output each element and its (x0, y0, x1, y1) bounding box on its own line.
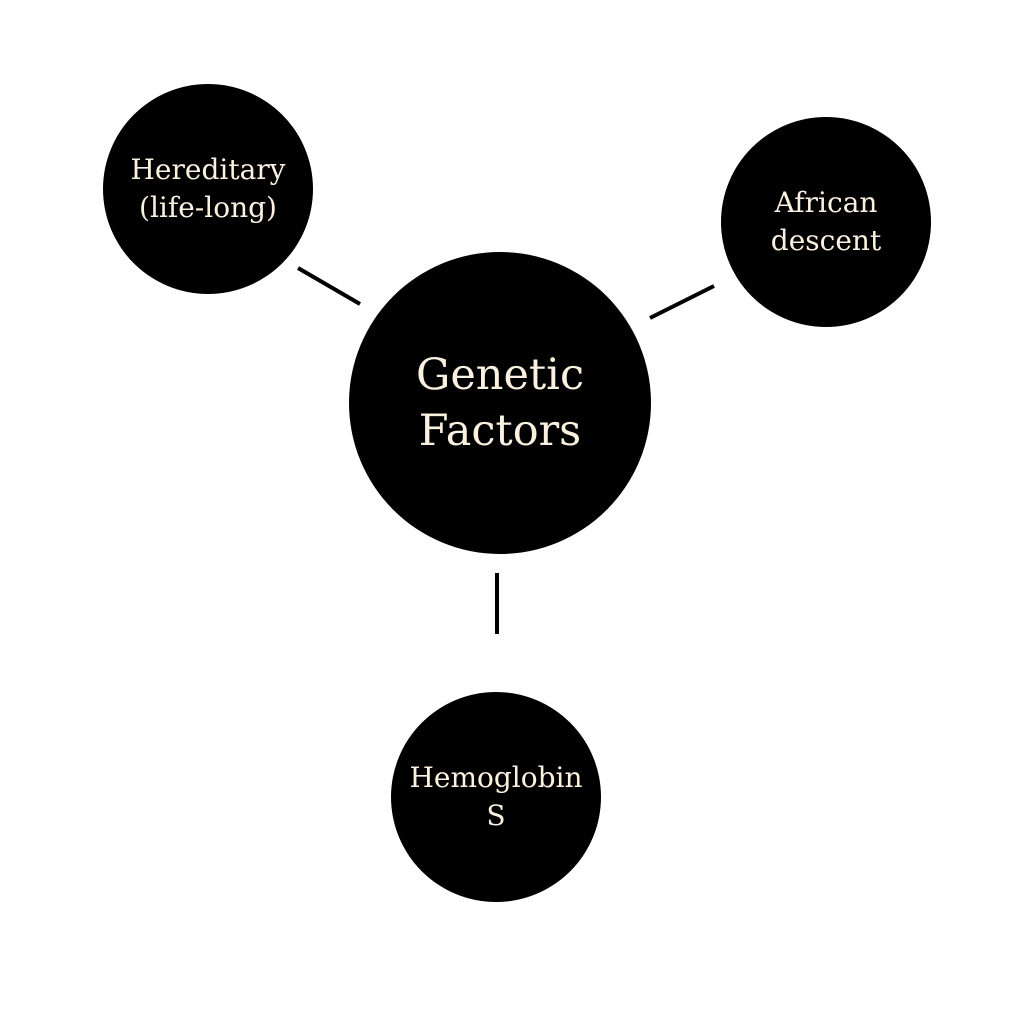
connector-african (649, 284, 715, 320)
node-african-descent-label: African descent (770, 186, 882, 257)
node-hereditary-label: Hereditary (life-long) (130, 153, 286, 224)
node-hereditary: Hereditary (life-long) (103, 84, 313, 294)
node-hemoglobin-s-label: Hemoglobin S (409, 761, 583, 832)
center-node-label: Genetic Factors (415, 350, 585, 456)
node-hemoglobin-s: Hemoglobin S (391, 692, 601, 902)
center-node-genetic-factors: Genetic Factors (349, 252, 651, 554)
node-african-descent: African descent (721, 117, 931, 327)
connector-hereditary (296, 266, 362, 306)
